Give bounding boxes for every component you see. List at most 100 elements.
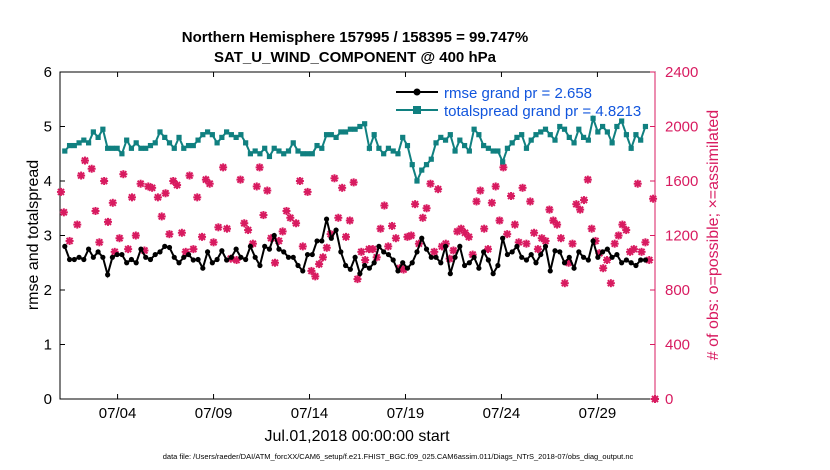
obs-marker-stroke xyxy=(618,220,627,229)
rmse-point xyxy=(490,271,496,277)
obs-marker xyxy=(560,279,569,288)
obs-marker-stroke xyxy=(342,233,350,241)
obs-marker-stroke xyxy=(407,231,415,240)
rmse-point xyxy=(381,249,387,255)
rmse-point xyxy=(171,254,177,260)
obs-marker xyxy=(614,231,623,240)
obs-marker-stroke xyxy=(104,218,112,226)
obs-marker-stroke xyxy=(173,181,181,189)
obs-marker-stroke xyxy=(503,230,511,238)
obs-marker xyxy=(103,217,112,226)
obs-marker xyxy=(65,236,74,245)
totalspread-point xyxy=(604,129,610,135)
obs-marker xyxy=(449,246,458,255)
obs-marker-stroke xyxy=(353,275,362,283)
totalspread-point xyxy=(181,145,187,151)
obs-marker-stroke xyxy=(330,174,339,182)
totalspread-point xyxy=(642,123,649,130)
rmse-point xyxy=(400,260,406,266)
totalspread-point xyxy=(262,145,268,151)
totalspread-point xyxy=(295,148,301,154)
obs-marker xyxy=(553,220,562,229)
totalspread-point xyxy=(76,140,82,146)
obs-marker xyxy=(80,156,89,165)
rmse-point xyxy=(204,249,211,255)
x-tick-label: 07/04 xyxy=(99,405,137,422)
rmse-point xyxy=(176,260,182,266)
obs-marker xyxy=(153,193,162,202)
obs-marker xyxy=(579,196,588,205)
totalspread-point xyxy=(190,142,196,149)
rmse-point xyxy=(219,248,225,254)
rmse-point xyxy=(128,256,135,263)
obs-marker xyxy=(295,177,304,185)
totalspread-point xyxy=(209,132,215,138)
rmse-point xyxy=(185,251,192,258)
totalspread-point xyxy=(257,151,263,157)
totalspread-point xyxy=(509,140,515,146)
obs-marker-stroke xyxy=(499,163,508,172)
obs-marker-stroke xyxy=(259,211,268,219)
totalspread-point xyxy=(623,132,630,138)
totalspread-point xyxy=(62,148,68,154)
rmse-point xyxy=(157,249,163,255)
totalspread-point xyxy=(157,129,163,135)
totalspread-point xyxy=(452,148,458,154)
totalspread-point xyxy=(143,145,149,151)
totalspread-point xyxy=(381,151,387,157)
obs-marker-stroke xyxy=(271,259,279,267)
obs-marker xyxy=(315,260,324,269)
obs-marker xyxy=(426,179,435,188)
obs-marker-stroke xyxy=(511,220,519,229)
obs-marker-stroke xyxy=(599,264,607,272)
obs-marker xyxy=(480,224,489,233)
totalspread-point xyxy=(423,162,430,168)
obs-marker xyxy=(334,213,343,222)
totalspread-point xyxy=(523,145,530,151)
totalspread-point xyxy=(290,140,296,146)
x-tick-label: 07/14 xyxy=(291,405,329,422)
obs-marker-stroke xyxy=(449,246,458,255)
obs-marker xyxy=(115,234,124,243)
rmse-point xyxy=(281,249,287,255)
rmse-point xyxy=(143,254,149,260)
totalspread-point xyxy=(176,134,182,140)
rmse-point xyxy=(109,254,115,260)
obs-marker-stroke xyxy=(65,237,74,245)
obs-marker xyxy=(124,245,133,254)
obs-marker-stroke xyxy=(95,238,104,247)
obs-marker-stroke xyxy=(255,163,264,172)
rmse-point xyxy=(76,254,82,260)
totalspread-point xyxy=(85,140,92,146)
rmse-point xyxy=(504,251,511,258)
obs-marker-stroke xyxy=(538,234,546,242)
rmse-point xyxy=(257,262,263,269)
obs-marker-stroke xyxy=(526,197,534,206)
obs-marker-stroke xyxy=(637,248,646,256)
legend-rmse-label: rmse grand pr = 2.658 xyxy=(444,85,592,102)
totalspread-point xyxy=(500,159,506,165)
legend: rmse grand pr = 2.658 totalspread grand … xyxy=(396,85,641,120)
obs-marker xyxy=(189,245,198,254)
y-tick-label: 0 xyxy=(44,391,52,408)
obs-marker-stroke xyxy=(622,226,630,234)
obs-marker-stroke xyxy=(641,238,650,247)
totalspread-point xyxy=(519,132,525,138)
totalspread-point xyxy=(600,123,606,130)
obs-marker-stroke xyxy=(634,180,642,188)
rmse-point xyxy=(547,268,553,274)
obs-marker xyxy=(507,191,516,200)
totalspread-point xyxy=(81,137,87,143)
totalspread-series xyxy=(62,114,649,184)
obs-marker xyxy=(119,170,128,179)
y2-tick-label: 2400 xyxy=(665,64,698,81)
obs-marker xyxy=(572,200,581,209)
obs-marker-stroke xyxy=(209,238,218,247)
plot-area xyxy=(59,71,656,400)
obs-marker-stroke xyxy=(206,180,214,188)
totalspread-point xyxy=(447,132,453,138)
rmse-point xyxy=(428,254,434,260)
obs-marker xyxy=(522,239,531,248)
obs-marker-stroke xyxy=(495,216,504,225)
obs-marker-stroke xyxy=(132,231,140,240)
